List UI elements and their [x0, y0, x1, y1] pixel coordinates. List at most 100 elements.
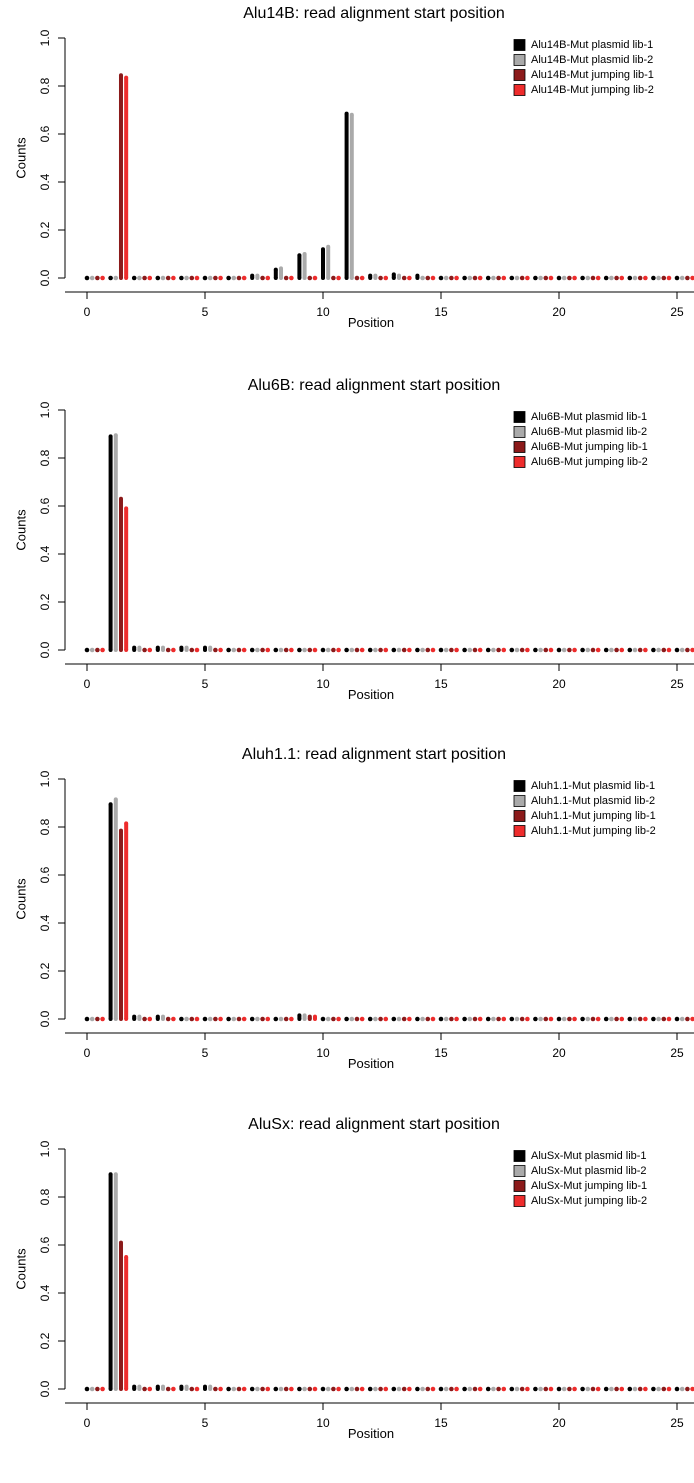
bar-mark [108, 804, 113, 1019]
bar-mark [454, 275, 459, 281]
bar-mark [231, 647, 237, 653]
bar-mark [297, 1386, 302, 1392]
bar-mark [514, 275, 520, 281]
bar-mark [171, 1386, 176, 1392]
bar-mark [236, 1016, 242, 1022]
bar-mark [320, 647, 326, 653]
bar-mark [496, 1386, 501, 1392]
bar-mark [383, 647, 389, 653]
bar-mark [491, 647, 496, 653]
bar-mark [548, 1386, 554, 1392]
y-tick-label: 0.2 [38, 221, 52, 238]
bar-mark [124, 508, 129, 650]
bar-mark [349, 1386, 355, 1392]
bar-mark [89, 1386, 95, 1392]
bar-mark [651, 647, 656, 653]
x-tick-label: 15 [434, 1416, 448, 1430]
bar-mark [391, 1386, 397, 1392]
bar-mark [509, 1386, 515, 1392]
bar-mark [207, 1016, 213, 1022]
x-tick-label: 10 [316, 305, 330, 319]
bar-mark [438, 1386, 444, 1392]
bar-mark [509, 1016, 515, 1022]
legend-swatch [513, 1150, 526, 1162]
bar-base [368, 276, 373, 280]
y-tick-label: 0.6 [38, 1236, 52, 1253]
bar-mark [249, 647, 255, 653]
bar-mark [685, 1016, 690, 1022]
bar-mark [519, 275, 525, 281]
chart-panel-1: Alu14B: read alignment start position 0.0… [13, 5, 694, 330]
bar-mark [619, 647, 625, 653]
bar-mark [425, 1016, 431, 1022]
chart-title: AluSx: read alignment start position [248, 1116, 500, 1133]
x-tick-label: 0 [84, 305, 91, 319]
bar-mark [373, 1386, 378, 1392]
bar-mark [189, 1016, 195, 1022]
bar-mark [100, 647, 105, 653]
bar-mark [656, 647, 661, 653]
bar-base [302, 1017, 307, 1021]
bar-mark [674, 647, 680, 653]
bar-mark [383, 1016, 389, 1022]
bar-mark [472, 1386, 478, 1392]
bar-mark [241, 1386, 247, 1392]
x-axis-label: Position [348, 315, 394, 330]
bar-mark [265, 647, 271, 653]
bar-cap [108, 802, 113, 807]
bar-mark [632, 275, 638, 281]
chart-title: Aluh1.1: read alignment start position [242, 746, 506, 763]
chart-panel-2: Alu6B: read alignment start position 0.0 0… [13, 377, 694, 702]
bar-mark [336, 647, 341, 653]
x-tick-label: 20 [552, 1416, 566, 1430]
bar-mark [477, 1386, 483, 1392]
bar-mark [194, 1016, 200, 1022]
bar-mark [84, 1386, 90, 1392]
bar-mark [467, 275, 473, 281]
bar-mark [84, 275, 90, 281]
bar-mark [690, 1386, 694, 1392]
bar-mark [614, 1016, 619, 1022]
bar-mark [171, 1016, 176, 1022]
bar-mark [218, 647, 223, 653]
bar-mark [561, 647, 567, 653]
bar-mark [449, 1016, 454, 1022]
bar-mark [289, 647, 294, 653]
bar-mark [325, 1386, 331, 1392]
bar-mark [425, 275, 431, 281]
bar-mark [525, 647, 530, 653]
bar-base [113, 1387, 118, 1391]
x-tick-label: 10 [316, 1046, 330, 1060]
legend-label: Aluh1.1-Mut jumping lib-1 [531, 810, 656, 822]
bar-mark [137, 275, 142, 281]
bar-mark [538, 1016, 543, 1022]
legend-label: Alu14B-Mut jumping lib-1 [531, 69, 654, 81]
bar-mark [312, 275, 318, 281]
bar-mark [84, 647, 90, 653]
bar-mark [619, 1016, 625, 1022]
bar-mark [543, 275, 549, 281]
bar-mark [354, 647, 360, 653]
bar-base [108, 1387, 113, 1391]
y-tick-label: 0.0 [38, 269, 52, 286]
x-tick-label: 20 [552, 1046, 566, 1060]
bar-mark [354, 275, 360, 281]
bar-mark [260, 1386, 265, 1392]
bar-mark [627, 1386, 633, 1392]
bar-mark [108, 275, 113, 281]
bar-mark [179, 1016, 184, 1022]
bar-mark [302, 647, 307, 653]
bar-mark [255, 1386, 260, 1392]
bar-mark [679, 275, 685, 281]
legend-swatch [513, 69, 526, 81]
bar-mark [189, 647, 195, 653]
bar-mark [661, 1386, 667, 1392]
bar-mark [572, 275, 577, 281]
bar-mark [160, 275, 166, 281]
bar-mark [273, 1016, 279, 1022]
bar-mark [283, 275, 289, 281]
bar-mark [142, 647, 147, 653]
bar-mark [407, 275, 412, 281]
bar-base [124, 276, 129, 280]
bar-mark [661, 275, 667, 281]
